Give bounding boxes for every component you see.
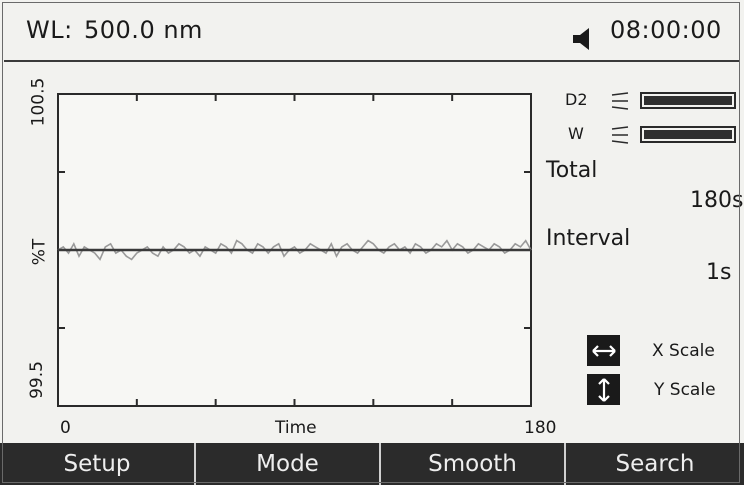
clock-time: 08:00:00 <box>610 16 722 44</box>
y-axis-title: %T <box>29 238 50 266</box>
w-lamp-fill <box>644 130 732 139</box>
total-value[interactable]: 180s <box>690 188 744 213</box>
x-min-label: 0 <box>60 418 71 438</box>
total-label: Total <box>546 158 598 183</box>
d2-lamp-fill <box>644 96 732 105</box>
softkey-mode[interactable]: Mode <box>196 443 381 485</box>
softkey-search[interactable]: Search <box>615 451 695 477</box>
y-scale-button[interactable] <box>587 374 620 405</box>
plot-area: 100.5 %T 99.5 0 Time 180 D2 W Total 180s… <box>0 62 744 443</box>
horizontal-arrows-icon <box>591 344 616 357</box>
x-scale-label: X Scale <box>652 341 715 361</box>
vertical-arrows-icon <box>597 377 610 402</box>
x-max-label: 180 <box>524 418 557 438</box>
x-axis-title: Time <box>275 418 317 438</box>
header-divider <box>4 60 740 62</box>
interval-value[interactable]: 1s <box>706 260 732 285</box>
y-max-label: 100.5 <box>28 77 49 127</box>
softkey-setup[interactable]: Setup <box>0 443 196 485</box>
wavelength-value[interactable]: 500.0 nm <box>84 16 203 44</box>
wavelength-label: WL: <box>26 16 73 44</box>
w-lamp-bar <box>640 126 736 143</box>
chart <box>57 93 532 407</box>
y-scale-label: Y Scale <box>654 380 716 400</box>
y-min-label: 99.5 <box>26 361 47 399</box>
status-header: WL: 500.0 nm 08:00:00 <box>4 4 740 60</box>
speaker-icon <box>573 28 589 50</box>
x-scale-button[interactable] <box>587 335 620 366</box>
d2-lamp-label: D2 <box>565 90 588 109</box>
softkey-bar: Setup Mode Smooth Search <box>0 443 744 485</box>
d2-lamp-bar <box>640 92 736 109</box>
d2-lamp-rays-icon <box>611 92 629 110</box>
w-lamp-rays-icon <box>611 126 629 144</box>
softkey-smooth[interactable]: Smooth <box>381 443 566 485</box>
w-lamp-label: W <box>568 124 584 143</box>
interval-label: Interval <box>546 226 631 251</box>
